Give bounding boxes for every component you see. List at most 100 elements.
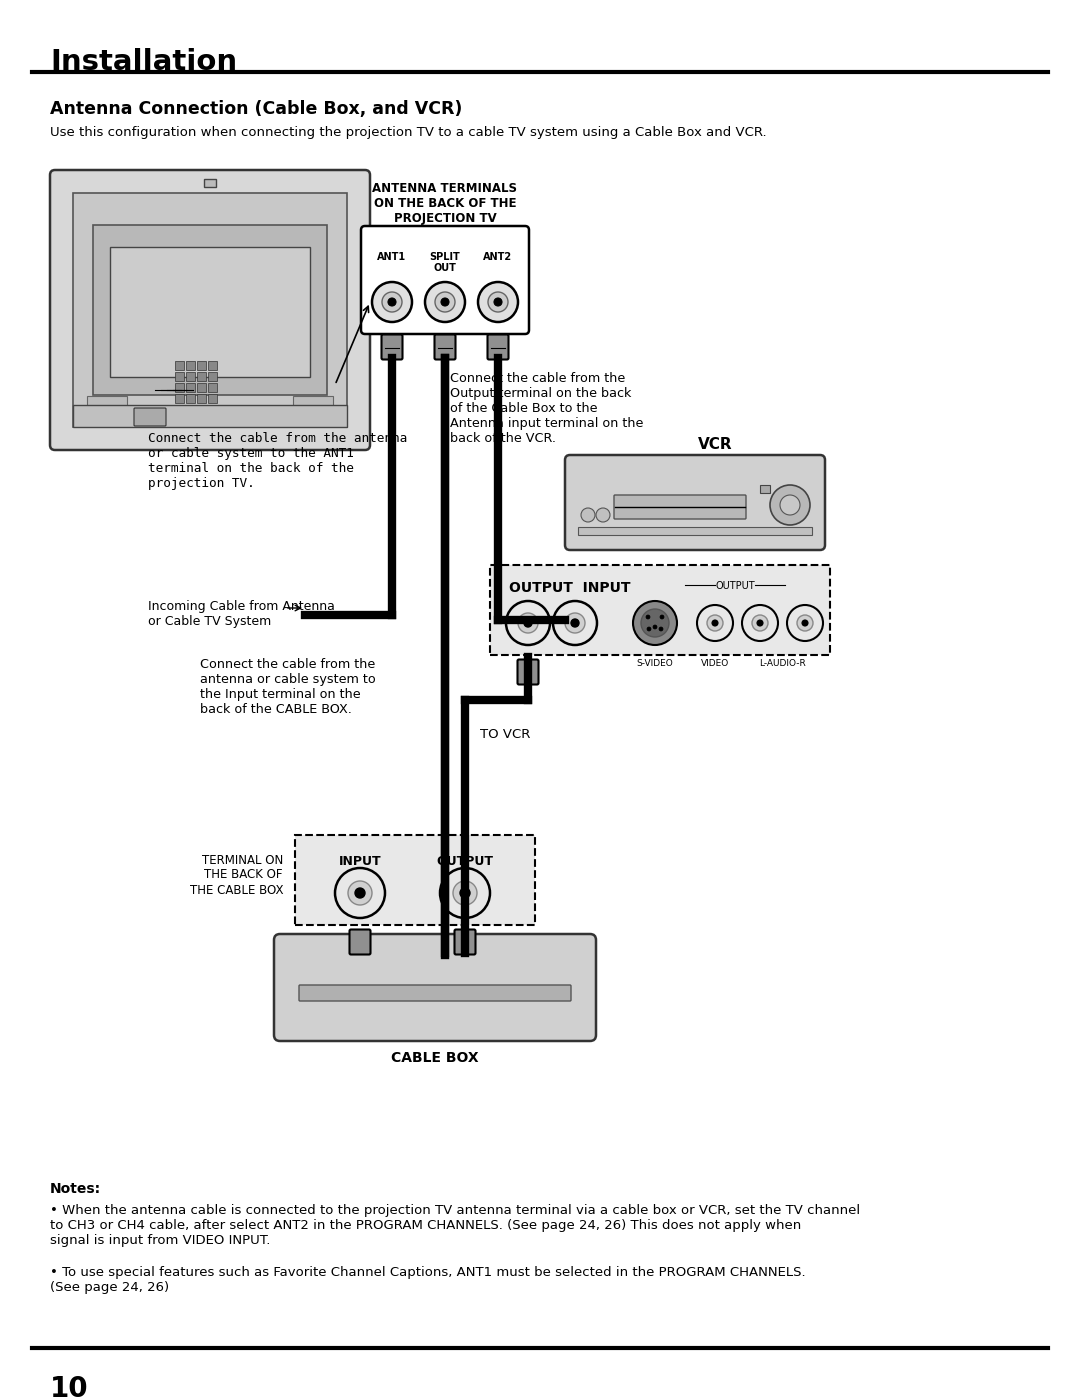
Bar	[197, 394, 206, 402]
Bar	[208, 372, 217, 381]
Bar	[186, 360, 195, 370]
Circle shape	[441, 298, 449, 306]
Circle shape	[596, 509, 610, 522]
Text: Connect the cable from the antenna
or cable system to the ANT1
terminal on the b: Connect the cable from the antenna or ca…	[148, 432, 407, 490]
Bar	[197, 360, 206, 370]
Circle shape	[488, 292, 508, 312]
Text: OUTPUT: OUTPUT	[715, 581, 755, 591]
Circle shape	[494, 298, 502, 306]
Text: INPUT: INPUT	[339, 855, 381, 868]
Text: ANT1: ANT1	[377, 251, 406, 263]
FancyBboxPatch shape	[615, 495, 746, 520]
Text: S-VIDEO: S-VIDEO	[636, 659, 673, 668]
Bar	[490, 564, 831, 655]
Circle shape	[382, 292, 402, 312]
Circle shape	[553, 601, 597, 645]
Circle shape	[440, 868, 490, 918]
FancyBboxPatch shape	[361, 226, 529, 334]
FancyBboxPatch shape	[543, 587, 565, 612]
FancyBboxPatch shape	[565, 455, 825, 550]
FancyBboxPatch shape	[517, 659, 539, 685]
Circle shape	[707, 615, 723, 631]
Circle shape	[757, 620, 762, 626]
Text: • To use special features such as Favorite Channel Captions, ANT1 must be select: • To use special features such as Favori…	[50, 1266, 806, 1294]
Bar	[73, 193, 347, 427]
Circle shape	[780, 495, 800, 515]
FancyBboxPatch shape	[350, 929, 370, 954]
Circle shape	[633, 601, 677, 645]
Text: Connect the cable from the
antenna or cable system to
the Input terminal on the
: Connect the cable from the antenna or ca…	[200, 658, 376, 717]
Text: CABLE BOX: CABLE BOX	[391, 1051, 478, 1065]
Circle shape	[659, 627, 663, 631]
Circle shape	[355, 888, 365, 898]
Bar	[73, 405, 347, 427]
Text: L-AUDIO-R: L-AUDIO-R	[759, 659, 807, 668]
Circle shape	[348, 882, 372, 905]
Bar	[295, 835, 535, 925]
Text: OUTPUT: OUTPUT	[436, 855, 494, 868]
Circle shape	[507, 601, 550, 645]
Circle shape	[653, 624, 657, 629]
Bar	[175, 360, 184, 370]
Text: OUTPUT  INPUT: OUTPUT INPUT	[510, 581, 631, 595]
FancyBboxPatch shape	[455, 929, 475, 954]
Circle shape	[435, 292, 455, 312]
FancyBboxPatch shape	[50, 170, 370, 450]
Bar	[175, 394, 184, 402]
Text: SPLIT
OUT: SPLIT OUT	[430, 251, 460, 272]
Circle shape	[787, 605, 823, 641]
Bar	[197, 383, 206, 393]
Circle shape	[712, 620, 718, 626]
Circle shape	[571, 619, 579, 627]
Bar	[87, 395, 127, 409]
Bar	[208, 360, 217, 370]
Bar	[175, 383, 184, 393]
Circle shape	[426, 282, 465, 321]
Text: 10: 10	[50, 1375, 89, 1397]
Text: ANT2: ANT2	[484, 251, 513, 263]
Bar	[295, 835, 535, 925]
Bar	[93, 225, 327, 395]
Bar	[186, 372, 195, 381]
Bar	[186, 383, 195, 393]
Circle shape	[460, 888, 470, 898]
FancyBboxPatch shape	[134, 408, 166, 426]
Text: Use this configuration when connecting the projection TV to a cable TV system us: Use this configuration when connecting t…	[50, 126, 767, 138]
Bar	[204, 179, 216, 187]
Bar	[186, 394, 195, 402]
Bar	[197, 372, 206, 381]
Text: Notes:: Notes:	[50, 1182, 102, 1196]
Bar	[110, 247, 310, 377]
Bar	[208, 394, 217, 402]
Text: Installation: Installation	[50, 47, 238, 75]
Circle shape	[453, 882, 477, 905]
Circle shape	[770, 485, 810, 525]
Circle shape	[335, 868, 384, 918]
Circle shape	[797, 615, 813, 631]
Circle shape	[802, 620, 808, 626]
FancyBboxPatch shape	[434, 334, 456, 359]
Circle shape	[742, 605, 778, 641]
FancyBboxPatch shape	[299, 985, 571, 1002]
Circle shape	[642, 609, 669, 637]
FancyBboxPatch shape	[274, 935, 596, 1041]
Text: Connect the cable from the
Output terminal on the back
of the Cable Box to the
A: Connect the cable from the Output termin…	[450, 372, 644, 446]
Circle shape	[524, 619, 532, 627]
Circle shape	[565, 613, 585, 633]
Bar	[760, 485, 770, 493]
Text: • When the antenna cable is connected to the projection TV antenna terminal via : • When the antenna cable is connected to…	[50, 1204, 860, 1248]
FancyBboxPatch shape	[381, 334, 403, 359]
FancyBboxPatch shape	[487, 334, 509, 359]
Circle shape	[646, 615, 650, 619]
Circle shape	[647, 627, 651, 631]
Circle shape	[581, 509, 595, 522]
Text: VCR: VCR	[698, 437, 732, 453]
Circle shape	[388, 298, 396, 306]
Text: ANTENNA TERMINALS
ON THE BACK OF THE
PROJECTION TV: ANTENNA TERMINALS ON THE BACK OF THE PRO…	[373, 182, 517, 225]
Circle shape	[372, 282, 411, 321]
Text: VIDEO: VIDEO	[701, 659, 729, 668]
Bar	[175, 372, 184, 381]
Circle shape	[518, 613, 538, 633]
Text: TERMINAL ON
THE BACK OF
THE CABLE BOX: TERMINAL ON THE BACK OF THE CABLE BOX	[189, 854, 283, 897]
Circle shape	[752, 615, 768, 631]
